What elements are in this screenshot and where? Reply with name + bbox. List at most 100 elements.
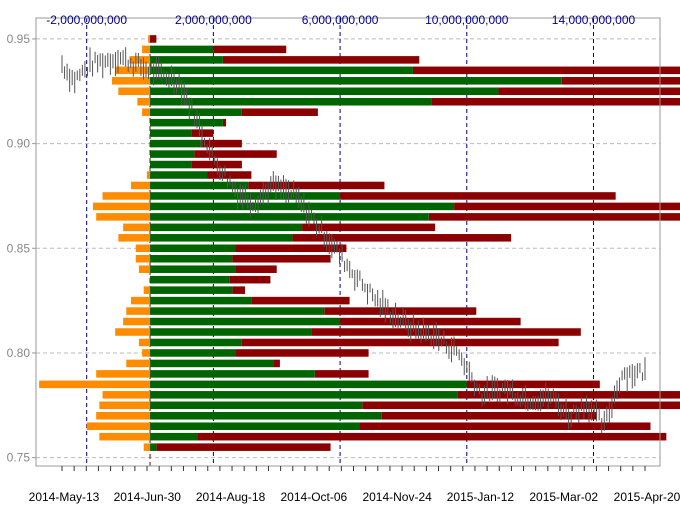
green-volume-bar — [150, 296, 252, 305]
green-volume-bar — [150, 223, 303, 232]
negative-volume-bar — [96, 213, 151, 221]
red-volume-bar — [191, 160, 242, 169]
red-volume-bar — [292, 234, 512, 242]
green-volume-bar — [150, 181, 249, 190]
negative-volume-bar — [118, 87, 151, 96]
negative-volume-bar — [99, 401, 151, 410]
negative-volume-bar — [142, 108, 151, 116]
negative-volume-bar — [143, 286, 151, 294]
red-volume-bar — [324, 307, 477, 315]
green-volume-bar — [150, 443, 157, 451]
negative-volume-bar — [86, 422, 151, 430]
red-volume-bar — [248, 181, 385, 190]
green-volume-bar — [150, 265, 236, 273]
negative-volume-bar — [123, 317, 151, 326]
negative-volume-bar — [126, 359, 151, 368]
green-volume-bar — [150, 234, 293, 242]
green-volume-bar — [150, 338, 242, 347]
red-volume-bar — [232, 254, 331, 263]
negative-volume-bar — [143, 443, 151, 451]
volume-tick-label: 14,000,000,000 — [552, 13, 636, 27]
green-volume-bar — [150, 432, 198, 441]
red-volume-bar — [200, 139, 242, 148]
red-volume-bar — [241, 338, 559, 347]
red-volume-bar — [362, 401, 680, 410]
green-volume-bar — [150, 349, 236, 357]
green-volume-bar — [150, 328, 312, 336]
green-volume-bar — [150, 139, 201, 148]
red-volume-bar — [431, 97, 680, 106]
green-volume-bar — [150, 129, 192, 137]
red-volume-bar — [381, 411, 597, 420]
negative-volume-bar — [137, 97, 151, 106]
negative-volume-bar — [118, 234, 151, 242]
red-volume-bar — [241, 108, 318, 116]
green-volume-bar — [150, 401, 363, 410]
negative-volume-bar — [99, 432, 151, 441]
time-tick-label: 2015-Jan-12 — [447, 490, 515, 504]
negative-volume-bar — [96, 411, 151, 420]
time-tick-label: 2014-Aug-18 — [196, 490, 266, 504]
green-volume-bar — [150, 87, 499, 96]
red-volume-bar — [340, 317, 521, 326]
red-volume-bar — [222, 118, 227, 127]
negative-volume-bar — [115, 328, 151, 336]
volume-tick-label: 6,000,000,000 — [302, 13, 379, 27]
red-volume-bar — [235, 349, 369, 357]
green-volume-bar — [150, 77, 562, 85]
y-tick-label: 0.95 — [7, 32, 31, 46]
red-volume-bar — [232, 286, 246, 294]
green-volume-bar — [150, 213, 429, 221]
green-volume-bar — [150, 370, 315, 378]
red-volume-bar — [207, 171, 252, 179]
green-volume-bar — [150, 150, 195, 158]
volume-tick-label: -2,000,000,000 — [46, 13, 127, 27]
red-volume-bar — [412, 66, 680, 75]
time-tick-label: 2014-Nov-24 — [362, 490, 432, 504]
time-tick-label: 2015-Mar-02 — [529, 490, 598, 504]
red-volume-bar — [213, 45, 287, 54]
red-volume-bar — [340, 192, 616, 200]
green-volume-bar — [150, 286, 233, 294]
axes — [32, 17, 661, 471]
red-volume-bar — [466, 380, 600, 389]
y-tick-label: 0.75 — [7, 451, 31, 465]
green-volume-bar — [150, 171, 208, 179]
red-volume-bar — [197, 432, 667, 441]
green-volume-bar — [150, 254, 233, 263]
red-volume-bar — [222, 56, 420, 64]
red-volume-bar — [194, 150, 277, 158]
green-volume-bar — [150, 244, 236, 253]
red-volume-bar — [428, 213, 680, 221]
time-tick-label: 2015-Apr-20 — [614, 490, 680, 504]
negative-volume-bar — [135, 254, 151, 263]
plot-frame — [35, 17, 661, 467]
volume-tick-label: 2,000,000,000 — [175, 13, 252, 27]
negative-volume-bar — [39, 380, 151, 389]
negative-volume-bar — [135, 244, 151, 253]
negative-volume-bar — [138, 338, 151, 347]
time-tick-label: 2014-Jun-30 — [114, 490, 182, 504]
red-volume-bar — [561, 77, 680, 85]
green-volume-bar — [150, 422, 360, 430]
red-volume-bar — [150, 35, 157, 43]
red-volume-bar — [273, 359, 280, 368]
negative-volume-bar — [102, 192, 151, 200]
green-volume-bar — [150, 108, 242, 116]
negative-volume-bar — [129, 56, 151, 64]
green-volume-bar — [150, 118, 223, 127]
green-volume-bar — [150, 160, 192, 169]
negative-volume-bar — [96, 370, 151, 378]
negative-volume-bar — [148, 35, 151, 43]
red-volume-bar — [229, 275, 271, 284]
y-tick-label: 0.90 — [7, 137, 31, 151]
negative-volume-bar — [115, 66, 151, 75]
negative-volume-bar — [142, 45, 151, 54]
negative-volume-bar — [131, 296, 151, 305]
red-volume-bar — [314, 370, 369, 378]
time-tick-label: 2014-Oct-06 — [281, 490, 348, 504]
green-volume-bar — [150, 411, 382, 420]
red-volume-bar — [454, 202, 680, 211]
red-volume-bar — [359, 422, 651, 430]
